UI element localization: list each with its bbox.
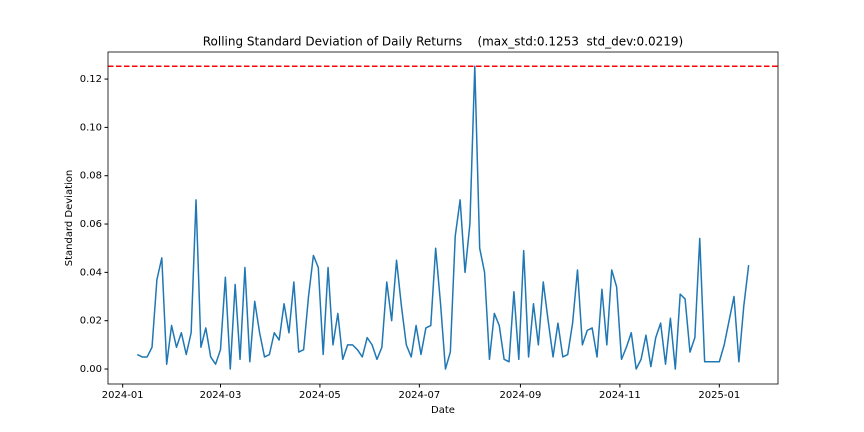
chart-title: Rolling Standard Deviation of Daily Retu… — [203, 35, 683, 49]
x-tick-label: 2025-01 — [698, 390, 740, 401]
y-tick-label: 0.08 — [80, 171, 102, 182]
y-tick-label: 0.00 — [80, 364, 102, 375]
data-line — [137, 65, 750, 370]
x-tick-label: 2024-03 — [200, 390, 242, 401]
x-tick-label: 2024-01 — [102, 390, 144, 401]
y-tick-label: 0.10 — [80, 122, 102, 133]
plot-frame — [107, 51, 779, 385]
x-tick-label: 2024-09 — [500, 390, 542, 401]
y-tick-label: 0.02 — [80, 316, 102, 327]
y-tick-label: 0.04 — [80, 267, 102, 278]
x-tick-label: 2024-07 — [398, 390, 440, 401]
y-axis-label: Standard Deviation — [64, 170, 75, 267]
y-tick-label: 0.06 — [80, 219, 102, 230]
x-tick-label: 2024-11 — [599, 390, 641, 401]
x-axis-label: Date — [431, 405, 455, 416]
x-tick-label: 2024-05 — [299, 390, 341, 401]
y-tick-label: 0.12 — [80, 74, 102, 85]
